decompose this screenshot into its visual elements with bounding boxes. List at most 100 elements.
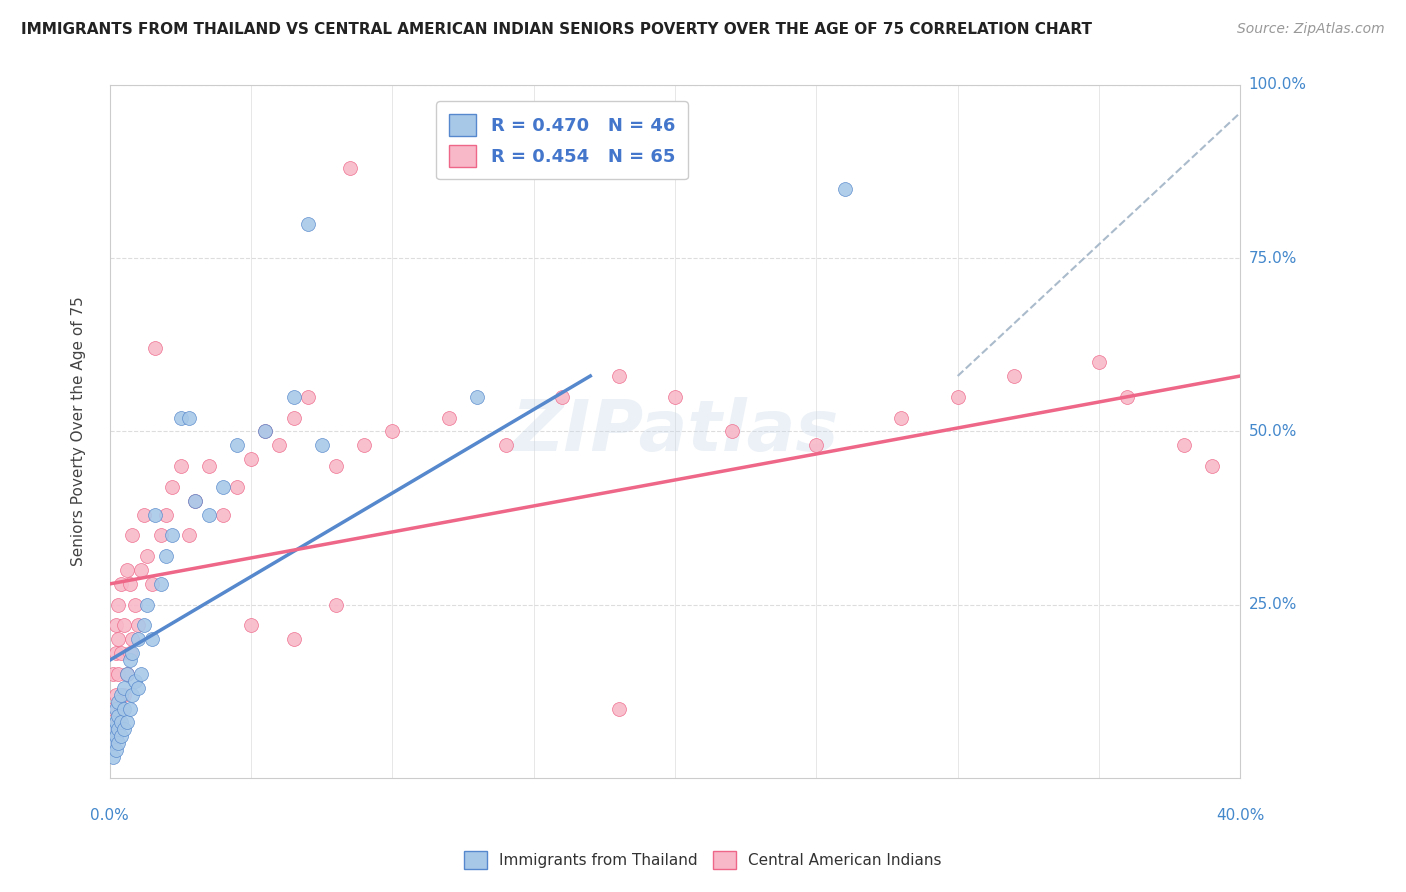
Point: [160, 480, 183, 494]
Point: [107, 598, 129, 612]
Point: [226, 438, 249, 452]
Point: [212, 508, 235, 522]
Point: [104, 618, 127, 632]
Point: [118, 701, 141, 715]
Point: [1173, 438, 1195, 452]
Point: [115, 667, 138, 681]
Legend: Immigrants from Thailand, Central American Indians: Immigrants from Thailand, Central Americ…: [458, 845, 948, 875]
Point: [101, 750, 124, 764]
Point: [107, 632, 129, 647]
Point: [107, 695, 129, 709]
Point: [806, 438, 828, 452]
Point: [437, 410, 460, 425]
Point: [143, 508, 166, 522]
Point: [183, 493, 205, 508]
Point: [104, 646, 127, 660]
Point: [110, 729, 132, 743]
Point: [169, 459, 191, 474]
Point: [177, 528, 200, 542]
Text: ZIPatlas: ZIPatlas: [512, 397, 839, 466]
Point: [720, 425, 742, 439]
Point: [212, 480, 235, 494]
Point: [110, 715, 132, 730]
Point: [124, 673, 146, 688]
Point: [183, 493, 205, 508]
Point: [101, 667, 124, 681]
Point: [381, 425, 404, 439]
Point: [197, 508, 219, 522]
Point: [110, 701, 132, 715]
Text: 75.0%: 75.0%: [1249, 251, 1296, 266]
Point: [141, 577, 163, 591]
Point: [607, 701, 630, 715]
Point: [155, 508, 177, 522]
Y-axis label: Seniors Poverty Over the Age of 75: Seniors Poverty Over the Age of 75: [72, 296, 86, 566]
Point: [104, 688, 127, 702]
Point: [254, 425, 277, 439]
Point: [240, 452, 263, 467]
Point: [104, 723, 127, 737]
Point: [104, 715, 127, 730]
Point: [101, 736, 124, 750]
Point: [110, 646, 132, 660]
Text: Source: ZipAtlas.com: Source: ZipAtlas.com: [1237, 22, 1385, 37]
Point: [121, 632, 143, 647]
Point: [101, 723, 124, 737]
Point: [353, 438, 375, 452]
Text: 40.0%: 40.0%: [1216, 808, 1264, 823]
Point: [118, 577, 141, 591]
Point: [834, 182, 856, 196]
Point: [104, 701, 127, 715]
Point: [160, 528, 183, 542]
Point: [1116, 390, 1139, 404]
Point: [101, 736, 124, 750]
Point: [890, 410, 912, 425]
Point: [112, 723, 135, 737]
Point: [254, 425, 277, 439]
Point: [283, 410, 305, 425]
Point: [115, 667, 138, 681]
Point: [107, 708, 129, 723]
Point: [107, 715, 129, 730]
Point: [155, 549, 177, 564]
Point: [121, 528, 143, 542]
Point: [169, 410, 191, 425]
Point: [325, 459, 347, 474]
Point: [177, 410, 200, 425]
Point: [197, 459, 219, 474]
Point: [495, 438, 517, 452]
Point: [325, 598, 347, 612]
Text: 0.0%: 0.0%: [90, 808, 129, 823]
Point: [107, 736, 129, 750]
Legend: R = 0.470   N = 46, R = 0.454   N = 65: R = 0.470 N = 46, R = 0.454 N = 65: [436, 101, 688, 179]
Point: [127, 681, 149, 695]
Point: [143, 341, 166, 355]
Point: [946, 390, 969, 404]
Point: [124, 598, 146, 612]
Point: [135, 549, 157, 564]
Point: [104, 743, 127, 757]
Point: [129, 563, 152, 577]
Point: [121, 688, 143, 702]
Point: [607, 369, 630, 384]
Point: [121, 646, 143, 660]
Point: [107, 667, 129, 681]
Point: [149, 528, 172, 542]
Point: [664, 390, 686, 404]
Point: [269, 438, 291, 452]
Point: [226, 480, 249, 494]
Point: [339, 161, 361, 175]
Point: [127, 632, 149, 647]
Point: [132, 618, 155, 632]
Point: [297, 390, 319, 404]
Point: [465, 390, 488, 404]
Text: 25.0%: 25.0%: [1249, 597, 1296, 612]
Point: [129, 667, 152, 681]
Point: [115, 563, 138, 577]
Point: [132, 508, 155, 522]
Point: [118, 653, 141, 667]
Point: [283, 390, 305, 404]
Point: [112, 618, 135, 632]
Point: [1088, 355, 1111, 369]
Point: [297, 217, 319, 231]
